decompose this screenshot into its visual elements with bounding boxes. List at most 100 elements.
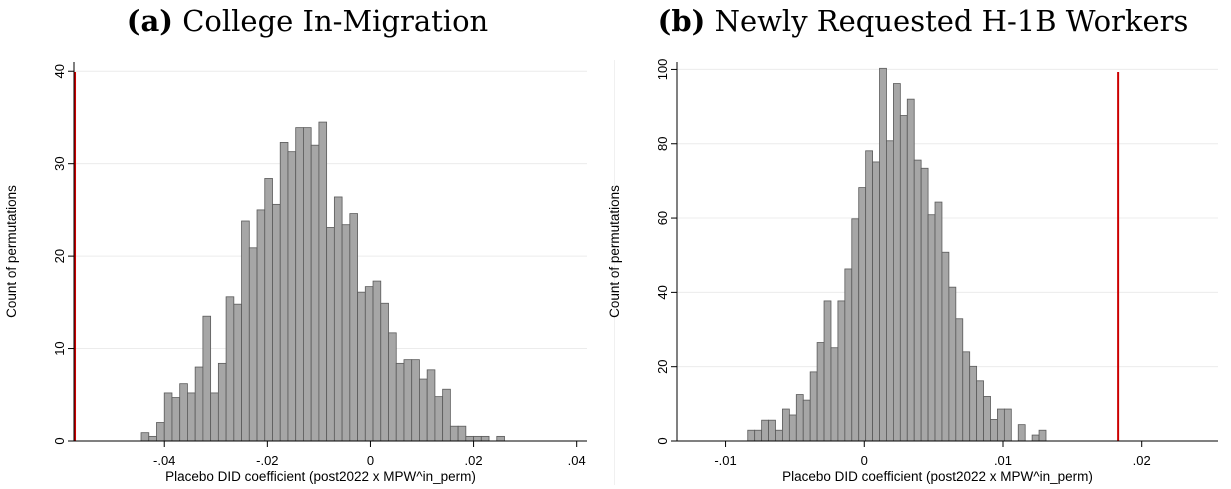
histogram-bar-b — [872, 161, 880, 442]
histogram-bar-b — [899, 115, 908, 442]
histogram-bar-b — [865, 150, 873, 442]
histogram-bar-a — [434, 396, 444, 442]
chart-title-b: (b) Newly Requested H-1B Workers — [615, 4, 1231, 38]
histogram-bar-a — [403, 359, 413, 442]
histogram-bar-a — [241, 220, 250, 442]
histogram-bar-b — [969, 365, 978, 442]
chart-title-a: (a) College In-Migration — [0, 4, 615, 38]
histogram-bar-b — [858, 187, 867, 442]
histogram-bar-a — [272, 203, 281, 442]
histogram-bar-b — [955, 318, 964, 442]
x-tick-label-b: 0 — [861, 453, 868, 468]
histogram-bar-a — [225, 296, 235, 442]
x-tick-label-a: -.04 — [153, 453, 175, 468]
y-tick-label-b: 20 — [655, 359, 670, 373]
histogram-bar-a — [457, 425, 467, 442]
histogram-bar-b — [775, 429, 783, 442]
histogram-bar-b — [816, 342, 825, 442]
histogram-bar-b — [976, 380, 984, 442]
y-tick-label-a: 10 — [52, 341, 67, 355]
histogram-bar-a — [303, 127, 312, 442]
histogram-bar-a — [210, 392, 219, 442]
histogram-bar-b — [1003, 408, 1012, 442]
histogram-bar-a — [333, 196, 343, 442]
histogram-bar-b — [823, 300, 832, 442]
histogram-bar-a — [449, 425, 459, 442]
x-tick-label-a: -.02 — [256, 453, 278, 468]
panel-label-a: (a) — [126, 4, 173, 38]
histogram-bar-a — [295, 127, 304, 442]
histogram-bar-a — [194, 366, 204, 442]
histogram-bar-a — [248, 247, 258, 442]
histogram-bar-b — [754, 429, 763, 442]
histogram-bar-b — [941, 251, 950, 442]
y-tick-label-b: 0 — [655, 437, 670, 444]
histogram-bar-b — [906, 98, 915, 442]
histogram-bar-b — [983, 396, 991, 442]
histogram-bar-a — [372, 280, 382, 442]
histogram-bar-b — [886, 140, 894, 442]
y-axis-title-b: Count of permutations — [607, 185, 622, 318]
histogram-bar-a — [140, 432, 150, 442]
histogram-bar-a — [496, 435, 505, 442]
histogram-bar-a — [465, 435, 474, 442]
x-axis-title-b: Placebo DID coefficient (post2022 x MPW^… — [782, 469, 1093, 484]
histogram-bar-b — [768, 419, 776, 442]
histogram-bar-b — [934, 201, 943, 442]
panel-title-text-a: College In-Migration — [182, 4, 489, 38]
histogram-bar-b — [948, 286, 957, 442]
histogram-bar-a — [395, 362, 405, 442]
histogram-bar-a — [380, 302, 389, 442]
histogram-bar-a — [426, 369, 436, 442]
histogram-bar-a — [442, 388, 451, 442]
histogram-bar-b — [962, 351, 971, 442]
histogram-bar-b — [830, 347, 839, 442]
histogram-bar-b — [837, 300, 846, 442]
panel-label-b: (b) — [657, 4, 706, 38]
histogram-bar-a — [480, 435, 490, 442]
histogram-bar-b — [1017, 424, 1026, 442]
histogram-bar-a — [411, 359, 420, 442]
x-tick-label-b: .01 — [994, 453, 1012, 468]
histogram-bar-b — [997, 408, 1005, 442]
histogram-bar-a — [187, 392, 196, 442]
histogram-bar-a — [364, 286, 374, 442]
histogram-bar-a — [310, 144, 320, 442]
x-tick-label-a: .02 — [465, 453, 483, 468]
histogram-bar-b — [788, 414, 797, 442]
histogram-bar-a — [349, 213, 358, 442]
histogram-bar-a — [256, 209, 266, 442]
histogram-bar-b — [879, 67, 887, 442]
histogram-bar-a — [326, 227, 335, 442]
histogram-bar-a — [148, 435, 157, 442]
histogram-bar-a — [233, 303, 242, 442]
histogram-bar-b — [747, 429, 756, 442]
y-tick-label-b: 80 — [655, 137, 670, 151]
y-tick-label-b: 100 — [655, 59, 670, 81]
histogram-bar-b — [1038, 429, 1047, 442]
histogram-bar-b — [802, 399, 811, 442]
histogram-bar-b — [844, 268, 853, 442]
histogram-bar-a — [171, 397, 181, 442]
histogram-bar-a — [279, 142, 289, 442]
histogram-bar-b — [913, 159, 922, 442]
x-tick-label-b: .02 — [1133, 453, 1151, 468]
histogram-bar-a — [163, 392, 173, 442]
histogram-bar-a — [341, 224, 351, 442]
histogram-bar-a — [287, 151, 297, 442]
y-tick-label-a: 40 — [52, 64, 67, 78]
x-tick-label-a: 0 — [367, 453, 374, 468]
histogram-bar-b — [893, 83, 901, 442]
y-axis-title-a: Count of permutations — [4, 185, 19, 318]
histogram-bar-b — [1031, 434, 1040, 442]
histogram-bar-a — [179, 383, 188, 442]
histogram-bar-b — [761, 419, 769, 442]
y-tick-label-a: 20 — [52, 249, 67, 263]
histogram-bar-a — [156, 422, 165, 442]
histogram-bar-a — [217, 362, 227, 442]
histogram-bar-b — [927, 214, 936, 442]
x-tick-label-a: .04 — [568, 453, 586, 468]
y-tick-label-a: 0 — [52, 437, 67, 444]
x-axis-title-a: Placebo DID coefficient (post2022 x MPW^… — [165, 469, 476, 484]
